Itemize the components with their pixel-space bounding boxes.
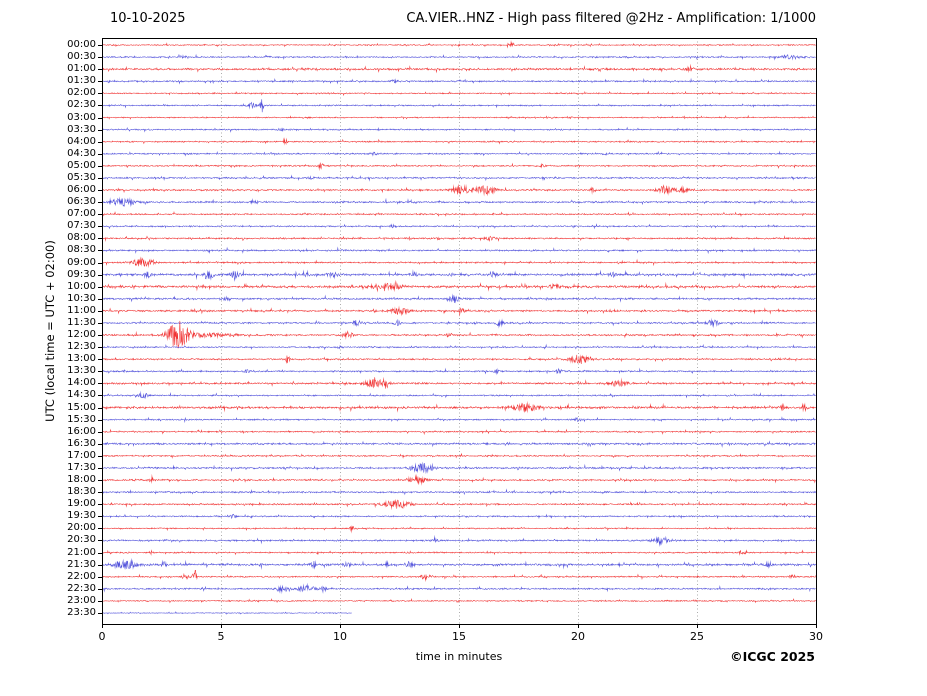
x-tick-label: 30 [809, 630, 823, 643]
y-tick-label: 03:30 [67, 123, 96, 135]
y-tick-label: 22:00 [67, 570, 96, 582]
y-tick-label: 08:30 [67, 244, 96, 256]
x-tick-label: 0 [98, 630, 106, 643]
y-tick-label: 03:00 [67, 111, 96, 123]
x-tick-label: 25 [690, 630, 704, 643]
y-tick-label: 16:30 [67, 437, 96, 449]
y-tick-label: 20:30 [67, 534, 96, 546]
y-tick-label: 11:00 [67, 304, 96, 316]
y-tick-label: 06:00 [67, 184, 96, 196]
y-tick-label: 21:30 [67, 558, 96, 570]
y-tick-label: 15:00 [67, 401, 96, 413]
y-tick-label: 07:00 [67, 208, 96, 220]
station-title: CA.VIER..HNZ - High pass filtered @2Hz -… [406, 11, 816, 26]
y-tick-label: 14:00 [67, 377, 96, 389]
y-tick-label: 12:30 [67, 341, 96, 353]
y-tick-label: 09:30 [67, 268, 96, 280]
x-tick-label: 20 [571, 630, 585, 643]
y-tick-label: 19:00 [67, 498, 96, 510]
y-tick-label: 17:30 [67, 461, 96, 473]
y-tick-label: 18:30 [67, 486, 96, 498]
y-tick-label: 09:00 [67, 256, 96, 268]
y-tick-label: 02:30 [67, 99, 96, 111]
y-tick-label: 21:00 [67, 546, 96, 558]
y-tick-label: 00:30 [67, 51, 96, 63]
y-tick-label: 15:30 [67, 413, 96, 425]
y-tick-label: 18:00 [67, 474, 96, 486]
y-tick-label: 22:30 [67, 582, 96, 594]
y-tick-label: 02:00 [67, 87, 96, 99]
y-tick-label: 12:00 [67, 329, 96, 341]
y-tick-label: 20:00 [67, 522, 96, 534]
y-tick-label: 08:00 [67, 232, 96, 244]
y-tick-label: 04:00 [67, 135, 96, 147]
y-tick-label: 19:30 [67, 510, 96, 522]
y-tick-label: 04:30 [67, 147, 96, 159]
y-tick-label: 10:00 [67, 280, 96, 292]
y-tick-label: 00:00 [67, 39, 96, 50]
y-tick-label: 10:30 [67, 292, 96, 304]
y-tick-label: 11:30 [67, 316, 96, 328]
y-tick-label: 16:00 [67, 425, 96, 437]
y-tick-label: 13:00 [67, 353, 96, 365]
y-tick-label: 01:00 [67, 63, 96, 75]
y-tick-label: 01:30 [67, 75, 96, 87]
y-tick-label: 07:30 [67, 220, 96, 232]
copyright-text: ©ICGC 2025 [730, 649, 815, 664]
y-tick-label: 14:30 [67, 389, 96, 401]
x-axis-label: time in minutes [415, 650, 503, 663]
x-tick-label: 10 [333, 630, 347, 643]
y-tick-label: 05:00 [67, 159, 96, 171]
date-title: 10-10-2025 [110, 11, 186, 26]
y-tick-label: 23:30 [67, 607, 96, 618]
y-tick-label: 13:30 [67, 365, 96, 377]
y-tick-label: 23:00 [67, 594, 96, 606]
y-tick-label: 17:00 [67, 449, 96, 461]
x-tick-label: 5 [217, 630, 225, 643]
y-tick-label: 06:30 [67, 196, 96, 208]
x-tick-label: 15 [452, 630, 466, 643]
y-tick-label: 05:30 [67, 171, 96, 183]
